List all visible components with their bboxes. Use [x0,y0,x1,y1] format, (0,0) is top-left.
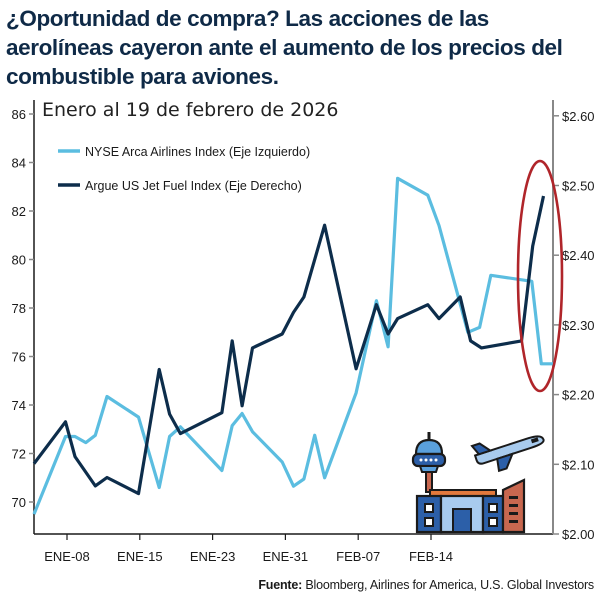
y-right-tick-label: $2.00 [562,527,595,542]
x-tick-label: ENE-31 [263,549,309,564]
x-tick-label: ENE-08 [44,549,90,564]
legend: NYSE Arca Airlines Index (Eje Izquierdo)… [58,145,310,193]
chart-subtitle: Enero al 19 de febrero de 2026 [42,99,339,121]
x-tick-label: FEB-07 [336,549,380,564]
x-tick-label: ENE-15 [117,549,163,564]
y-right-tick-label: $2.60 [562,109,595,124]
y-right-tick-label: $2.50 [562,179,595,194]
airport-illustration-icon [411,432,545,534]
y-left-tick-label: 70 [12,495,26,510]
source-label: Fuente: [258,578,303,592]
y-left-tick-label: 76 [12,350,26,365]
legend-label-airlines: NYSE Arca Airlines Index (Eje Izquierdo) [85,145,310,159]
axes: 70 72 74 76 78 80 82 84 86 $2.00 $2.10 $2.20 $2.30 $2… [12,100,595,564]
source-text: Bloomberg, Airlines for America, U.S. Gl… [305,578,594,592]
y-left-tick-label: 80 [12,253,26,268]
y-left-tick-label: 82 [12,204,26,219]
y-left-tick-label: 84 [12,156,26,171]
y-right-tick-label: $2.10 [562,457,595,472]
y-left-tick-label: 74 [12,398,26,413]
highlight-ellipse [516,159,564,393]
y-right-tick-label: $2.40 [562,248,595,263]
x-tick-label: ENE-23 [190,549,236,564]
source-note: Fuente: Bloomberg, Airlines for America,… [258,578,594,592]
y-left-tick-label: 72 [12,447,26,462]
y-left-tick-label: 78 [12,301,26,316]
y-right-tick-label: $2.20 [562,388,595,403]
y-left-tick-label: 86 [12,107,26,122]
chart-title: ¿Oportunidad de compra? Las acciones de … [6,6,563,89]
series-line-airlines [32,176,553,515]
series-group [32,176,553,515]
series-line-jetfuel [32,195,546,496]
legend-label-jetfuel: Argue US Jet Fuel Index (Eje Derecho) [85,179,302,193]
x-tick-label: FEB-14 [409,549,453,564]
y-right-tick-label: $2.30 [562,318,595,333]
